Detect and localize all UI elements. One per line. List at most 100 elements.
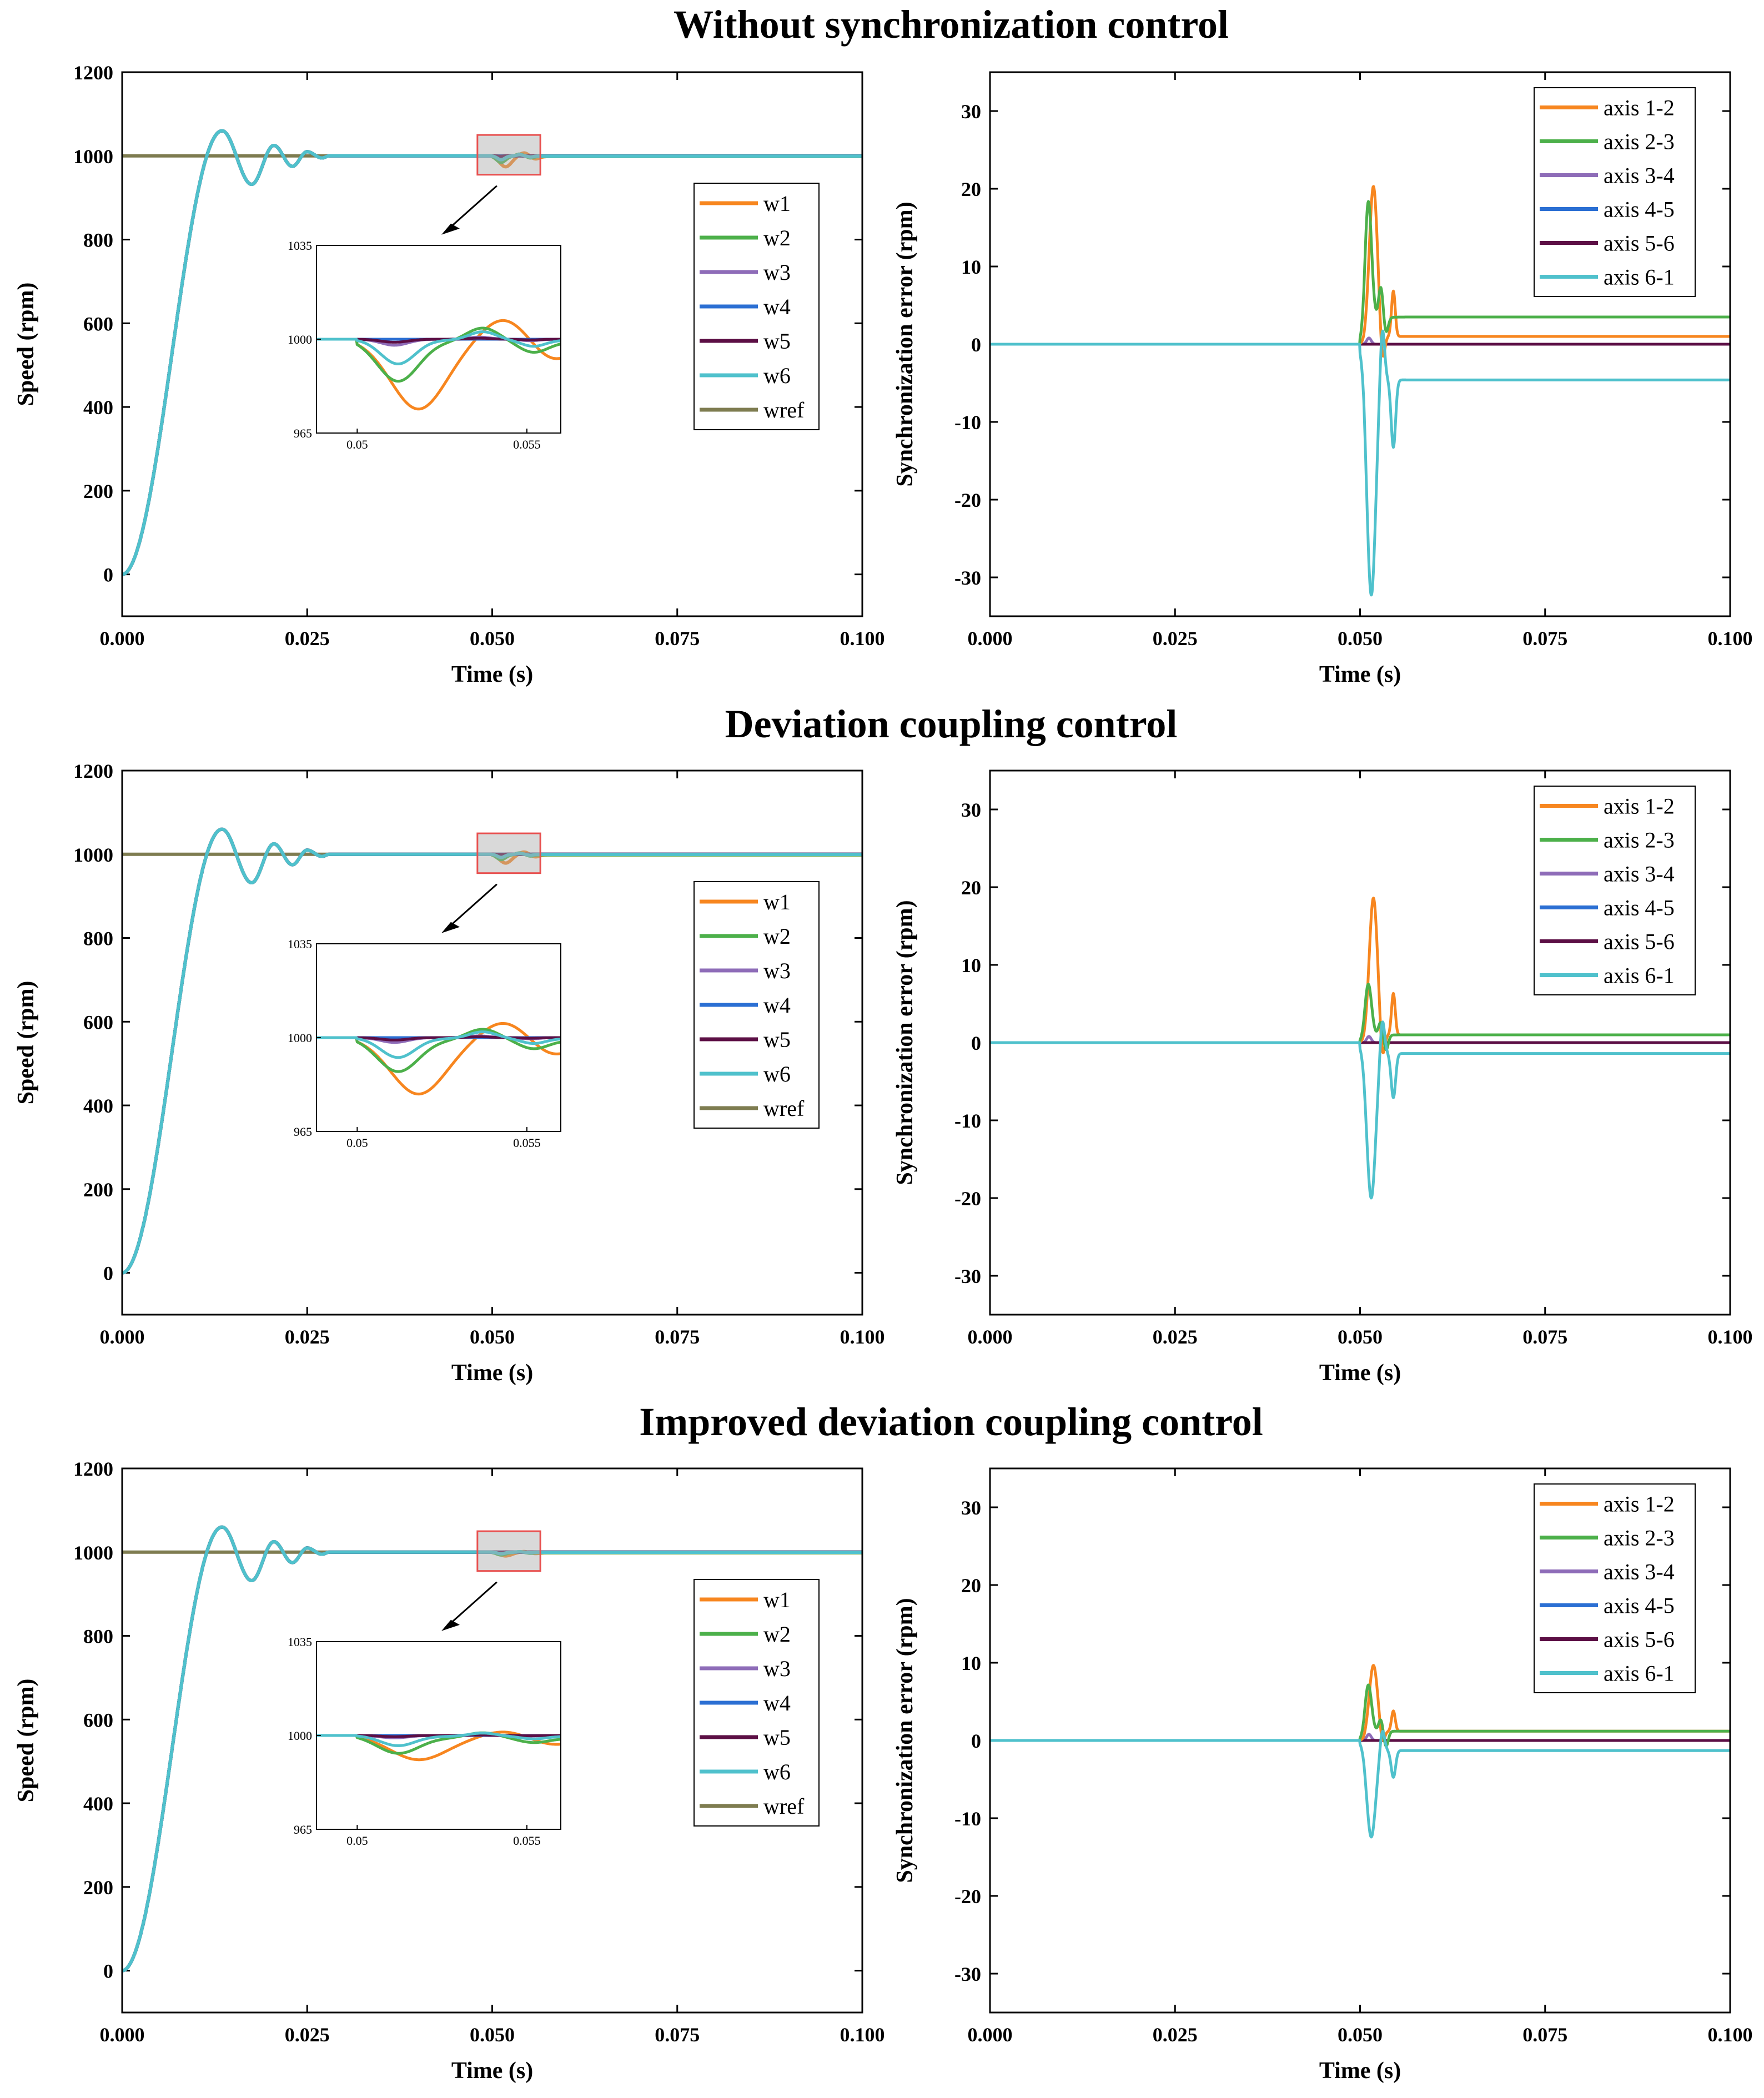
error1-ytick-label: 20	[961, 178, 981, 200]
error3-ytick-label: -20	[954, 1885, 981, 1908]
zoom-arrow-line	[446, 883, 497, 929]
speed2-legend-label: w1	[763, 889, 791, 914]
speed2-xtick-label: 0.050	[470, 1326, 515, 1348]
speed3-legend-label: w2	[763, 1622, 791, 1647]
speed1-xtick-label: 0.075	[655, 627, 700, 650]
speed1-ytick-label: 800	[83, 229, 113, 251]
error1-xtick-label: 0.050	[1338, 627, 1383, 650]
zoom-arrow-head	[441, 1619, 460, 1631]
error3-legend-label: axis 6-1	[1604, 1661, 1675, 1686]
error3-xtick-label: 0.075	[1522, 2024, 1567, 2046]
error3-frame	[989, 1467, 1731, 2014]
inset-ytick-label: 1035	[288, 1635, 312, 1649]
speed2-xtick-label: 0.075	[655, 1326, 700, 1348]
error3-legend-box	[1534, 1483, 1696, 1693]
speed2-legend-label: w5	[763, 1027, 791, 1052]
speed2-xlabel: Time (s)	[451, 1360, 533, 1386]
speed1-legend-label: w6	[763, 363, 791, 388]
speed1-legend-label: w4	[763, 294, 791, 319]
error3-legend-label: axis 5-6	[1604, 1627, 1675, 1652]
error-chart-1: 0.000 0.025 0.050 0.075 0.100 -30 -20 -10 0 10 20 3…	[892, 71, 1753, 687]
error2-ytick-label: -10	[954, 1110, 981, 1132]
speed3-xtick-label: 0.000	[100, 2024, 145, 2046]
speed1-ytick-label: 1200	[73, 62, 113, 84]
inset-xtick-label: 0.05	[346, 437, 368, 451]
error1-ylabel: Synchronization error (rpm)	[892, 202, 918, 486]
speed3-xtick-label: 0.100	[840, 2024, 885, 2046]
inset-ytick-label: 965	[294, 426, 312, 440]
speed3-xlabel: Time (s)	[451, 2058, 533, 2084]
error3-ytick-label: -10	[954, 1808, 981, 1830]
error2-xtick-label: 0.050	[1338, 1326, 1383, 1348]
error-line-axis-2-3	[990, 1683, 1730, 1748]
panel-title-1: Without synchronization control	[674, 2, 1229, 47]
error1-legend-label: axis 3-4	[1604, 163, 1675, 188]
error-chart-3: 0.000 0.025 0.050 0.075 0.100 -30 -20 -10 0 10 20 3…	[892, 1467, 1753, 2084]
error-line-axis-6-1	[990, 329, 1730, 597]
error1-xlabel: Time (s)	[1319, 662, 1401, 687]
error1-legend-label: axis 1-2	[1604, 95, 1675, 120]
error1-ytick-label: 0	[971, 334, 981, 356]
inset-ytick-label: 1035	[288, 239, 312, 253]
speed1-xtick-label: 0.025	[285, 627, 330, 650]
error2-xtick-label: 0.025	[1153, 1326, 1198, 1348]
inset-line-w2	[316, 326, 561, 383]
speed2-legend-label: w4	[763, 993, 791, 1018]
speed3-ytick-label: 1200	[73, 1458, 113, 1480]
speed1-xtick-label: 0.000	[100, 627, 145, 650]
speed3-xtick-label: 0.025	[285, 2024, 330, 2046]
error-line-axis-6-1	[990, 1020, 1730, 1200]
speed2-legend-label: wref	[763, 1096, 805, 1121]
inset-xtick-label: 0.055	[513, 1834, 541, 1848]
error2-legend-label: axis 1-2	[1604, 794, 1675, 819]
zoom-arrow-head	[441, 922, 460, 933]
speed3-legend-label: w4	[763, 1691, 791, 1715]
speed2-ytick-label: 200	[83, 1179, 113, 1201]
zoom-box	[476, 134, 541, 176]
speed1-frame	[121, 71, 863, 617]
error2-ytick-label: 0	[971, 1032, 981, 1054]
error1-legend-label: axis 6-1	[1604, 265, 1675, 290]
speed2-xtick-label: 0.100	[840, 1326, 885, 1348]
speed2-ylabel: Speed (rpm)	[13, 981, 39, 1105]
speed1-xtick-label: 0.050	[470, 627, 515, 650]
speed3-frame	[121, 1467, 863, 2014]
speed1-ytick-label: 400	[83, 396, 113, 419]
error2-ytick-label: 30	[961, 799, 981, 821]
speed3-xtick-label: 0.050	[470, 2024, 515, 2046]
error3-legend-label: axis 1-2	[1604, 1492, 1675, 1517]
inset-ytick-label: 1000	[288, 1729, 312, 1743]
error3-xtick-label: 0.100	[1708, 2024, 1753, 2046]
speed2-ytick-label: 800	[83, 928, 113, 950]
inset-ytick-label: 965	[294, 1125, 312, 1139]
error1-ytick-label: -20	[954, 489, 981, 511]
speed3-legend-label: w1	[763, 1587, 791, 1612]
error2-xlabel: Time (s)	[1319, 1360, 1401, 1386]
speed-line-w6	[122, 1525, 862, 1973]
error3-xtick-label: 0.025	[1153, 2024, 1198, 2046]
error2-ytick-label: -20	[954, 1188, 981, 1210]
speed2-ytick-label: 0	[103, 1262, 113, 1285]
speed1-xtick-label: 0.100	[840, 627, 885, 650]
inset-ytick-label: 965	[294, 1823, 312, 1837]
speed2-ytick-label: 400	[83, 1095, 113, 1117]
error2-ytick-label: 20	[961, 877, 981, 899]
speed3-ytick-label: 800	[83, 1626, 113, 1648]
speed1-ytick-label: 1000	[73, 145, 113, 168]
speed2-ytick-label: 1000	[73, 844, 113, 866]
error3-xlabel: Time (s)	[1319, 2058, 1401, 2084]
error3-xtick-label: 0.000	[968, 2024, 1013, 2046]
error2-legend-box	[1534, 786, 1696, 995]
speed-chart-1: 0.000 0.025 0.050 0.075 0.100 0 200 400 600 800 10…	[13, 62, 885, 687]
speed3-legend-label: w5	[763, 1725, 791, 1750]
error3-ytick-label: 20	[961, 1574, 981, 1597]
speed1-ytick-label: 200	[83, 480, 113, 502]
error3-ytick-label: 0	[971, 1730, 981, 1752]
error1-ytick-label: 10	[961, 256, 981, 278]
error2-legend-label: axis 4-5	[1604, 895, 1675, 920]
speed2-legend-label: w6	[763, 1061, 791, 1086]
speed3-legend-label: w3	[763, 1656, 791, 1681]
inset-xtick-label: 0.055	[513, 437, 541, 451]
speed3-ytick-label: 600	[83, 1709, 113, 1731]
